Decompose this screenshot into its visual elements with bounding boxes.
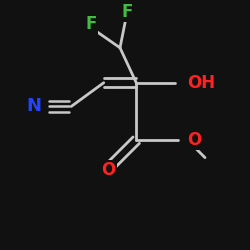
Text: OH: OH: [188, 74, 216, 92]
Text: F: F: [86, 15, 97, 33]
Text: F: F: [122, 2, 133, 21]
Text: N: N: [26, 98, 41, 116]
Text: O: O: [188, 131, 202, 149]
Text: O: O: [102, 161, 116, 179]
